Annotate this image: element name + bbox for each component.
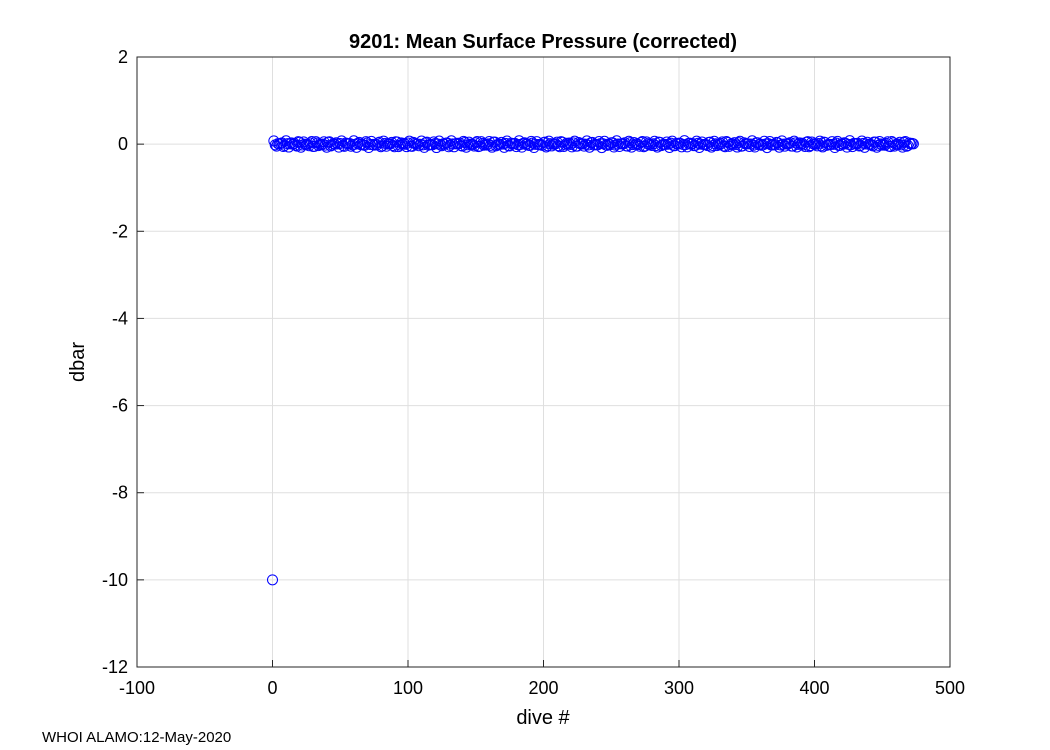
data-point (294, 136, 306, 148)
data-point (623, 135, 635, 147)
data-point-outlier (267, 574, 278, 586)
data-point (403, 135, 415, 147)
y-axis-label: dbar (67, 342, 89, 382)
y-tick-label: -12 (102, 657, 128, 677)
data-point (691, 135, 703, 147)
plot-frame (136, 56, 951, 668)
x-tick-label: 0 (267, 678, 277, 698)
data-point (391, 136, 403, 148)
data-point (707, 140, 719, 152)
x-tick-label: 200 (528, 678, 558, 698)
data-point (540, 141, 552, 153)
data-point (884, 141, 896, 153)
x-tick-label: 500 (935, 678, 965, 698)
data-point (556, 136, 568, 148)
footer-stamp: WHOI ALAMO:12-May-2020 (42, 729, 231, 746)
x-tick-label: 100 (393, 678, 423, 698)
x-axis-label: dive # (516, 707, 570, 729)
data-point (871, 141, 883, 153)
data-point (295, 141, 307, 153)
y-tick-label: -8 (112, 483, 128, 503)
data-point (907, 138, 919, 150)
data-point (788, 135, 800, 147)
y-tick-label: -6 (112, 396, 128, 416)
x-tick-label: 300 (664, 678, 694, 698)
data-series (267, 135, 919, 586)
data-point (376, 140, 388, 152)
data-point (542, 140, 554, 152)
y-tick-label: -10 (102, 570, 128, 590)
data-point (474, 140, 486, 152)
y-tick-labels: 2 0 -2 -4 -6 -8 -10 -12 (102, 47, 128, 677)
data-point (897, 141, 909, 153)
data-point (459, 136, 471, 148)
data-point (321, 141, 333, 153)
data-point (706, 141, 718, 153)
chart-title: 9201: Mean Surface Pressure (corrected) (349, 31, 737, 53)
data-point (624, 137, 636, 149)
y-tick-label: 0 (118, 134, 128, 154)
x-tick-label: 400 (799, 678, 829, 698)
data-point (773, 141, 785, 153)
data-point (856, 135, 868, 147)
y-tick-label: -4 (112, 308, 128, 328)
x-tick-label: -100 (119, 678, 155, 698)
data-point (378, 135, 390, 147)
y-tick-label: -2 (112, 221, 128, 241)
data-point (309, 140, 321, 152)
x-tick-labels: -100 0 100 200 300 400 500 (119, 678, 965, 698)
y-tick-label: 2 (118, 47, 128, 67)
